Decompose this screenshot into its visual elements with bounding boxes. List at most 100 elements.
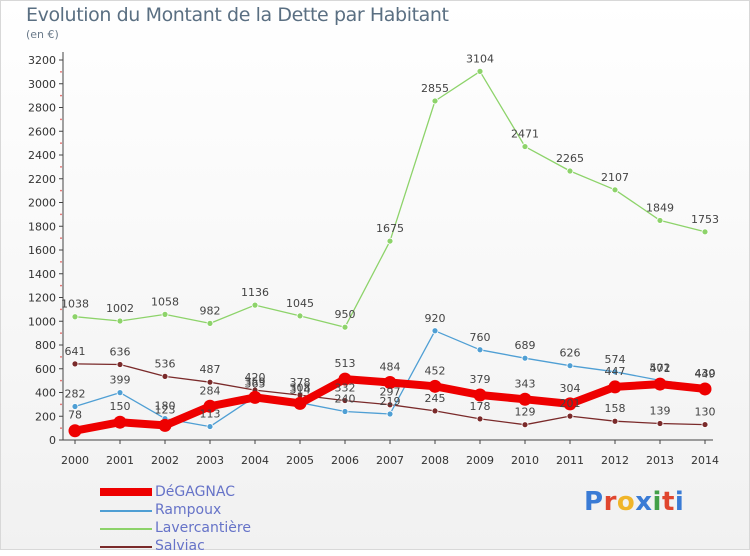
data-point-rampoux xyxy=(611,368,619,376)
y-minor-dot xyxy=(60,308,62,311)
data-point-salviac xyxy=(521,421,529,429)
data-point-lavercantiere xyxy=(71,313,79,321)
y-tick-label: 1400 xyxy=(28,268,56,281)
x-tick-label: 2006 xyxy=(331,454,359,467)
data-point-degagnac xyxy=(158,418,172,432)
data-label-lavercantiere: 2265 xyxy=(556,152,584,165)
legend-swatch-lavercantiere xyxy=(100,528,152,530)
y-minor-dot xyxy=(60,118,62,121)
data-label-degagnac: 452 xyxy=(425,364,446,377)
data-point-lavercantiere xyxy=(206,319,214,327)
data-label-lavercantiere: 1045 xyxy=(286,297,314,310)
legend: DéGAGNAC Rampoux Lavercantière Salviac xyxy=(100,484,360,556)
y-tick-label: 2600 xyxy=(28,125,56,138)
data-label-lavercantiere: 1675 xyxy=(376,222,404,235)
x-tick-label: 2001 xyxy=(106,454,134,467)
y-minor-dot xyxy=(60,237,62,240)
data-point-lavercantiere xyxy=(701,228,709,236)
data-point-lavercantiere xyxy=(116,317,124,325)
legend-label-degagnac: DéGAGNAC xyxy=(155,484,236,500)
data-point-salviac xyxy=(206,378,214,386)
legend-swatch-salviac xyxy=(100,546,152,548)
data-point-degagnac xyxy=(68,424,82,438)
legend-label-salviac: Salviac xyxy=(155,538,205,554)
x-tick-label: 2012 xyxy=(601,454,629,467)
data-label-salviac: 536 xyxy=(155,357,176,370)
data-label-salviac: 178 xyxy=(470,400,491,413)
data-point-degagnac xyxy=(473,388,487,402)
y-tick-label: 600 xyxy=(35,363,56,376)
data-label-salviac: 158 xyxy=(605,402,626,415)
data-label-lavercantiere: 982 xyxy=(200,304,221,317)
data-point-salviac xyxy=(116,361,124,368)
data-label-rampoux: 502 xyxy=(650,361,671,374)
y-tick-label: 2200 xyxy=(28,173,56,186)
data-label-degagnac: 379 xyxy=(470,373,491,386)
data-label-lavercantiere: 1849 xyxy=(646,201,674,214)
data-point-lavercantiere xyxy=(431,97,439,105)
legend-swatch-degagnac xyxy=(100,488,152,496)
data-point-degagnac xyxy=(563,397,577,411)
y-minor-dot xyxy=(60,70,62,73)
data-label-lavercantiere: 3104 xyxy=(466,52,494,65)
data-label-rampoux: 399 xyxy=(110,374,131,387)
data-label-degagnac: 513 xyxy=(335,357,356,370)
logo-letter: t xyxy=(661,487,675,517)
data-point-degagnac xyxy=(383,376,397,390)
y-minor-dot xyxy=(60,189,62,192)
x-tick-label: 2010 xyxy=(511,454,539,467)
y-minor-dot xyxy=(60,427,62,430)
data-label-degagnac: 359 xyxy=(245,375,266,388)
x-tick-label: 2014 xyxy=(691,454,719,467)
data-point-salviac xyxy=(476,415,484,423)
data-label-degagnac: 78 xyxy=(68,409,82,422)
data-label-salviac: 201 xyxy=(560,397,581,410)
data-point-salviac xyxy=(161,372,169,380)
data-label-lavercantiere: 1038 xyxy=(61,298,89,311)
legend-label-rampoux: Rampoux xyxy=(155,502,222,518)
data-point-salviac xyxy=(611,417,619,425)
data-point-salviac xyxy=(701,421,709,428)
y-minor-dot xyxy=(60,355,62,358)
data-label-degagnac: 123 xyxy=(155,403,176,416)
data-point-salviac xyxy=(71,360,79,368)
series-line-lavercantiere xyxy=(74,70,706,328)
data-point-lavercantiere xyxy=(161,310,169,318)
y-minor-dot xyxy=(60,213,62,216)
legend-item-salviac: Salviac xyxy=(100,538,360,556)
y-minor-dot xyxy=(60,142,62,145)
data-label-salviac: 636 xyxy=(110,345,131,358)
data-point-salviac xyxy=(341,397,349,404)
data-point-lavercantiere xyxy=(656,217,664,224)
y-tick-label: 1200 xyxy=(28,292,56,305)
y-tick-label: 0 xyxy=(49,434,56,447)
y-tick-label: 2000 xyxy=(28,197,56,210)
x-tick-label: 2009 xyxy=(466,454,494,467)
y-minor-dot xyxy=(60,332,62,335)
data-label-rampoux: 574 xyxy=(605,353,626,366)
series-salviac xyxy=(71,360,709,429)
data-point-lavercantiere xyxy=(566,167,574,175)
legend-swatch-rampoux xyxy=(100,510,152,512)
data-point-degagnac xyxy=(293,396,307,410)
x-tick-label: 2008 xyxy=(421,454,449,467)
y-tick-label: 1000 xyxy=(28,315,56,328)
x-tick-label: 2002 xyxy=(151,454,179,467)
data-label-degagnac: 304 xyxy=(560,382,581,395)
data-point-degagnac xyxy=(338,372,352,386)
x-tick-label: 2011 xyxy=(556,454,584,467)
data-label-salviac: 487 xyxy=(200,363,221,376)
data-point-degagnac xyxy=(518,392,532,406)
data-point-lavercantiere xyxy=(251,301,259,309)
data-point-degagnac xyxy=(653,377,667,391)
y-minor-dot xyxy=(60,165,62,168)
legend-item-lavercantiere: Lavercantière xyxy=(100,520,360,538)
data-label-lavercantiere: 1002 xyxy=(106,302,134,315)
data-label-rampoux: 626 xyxy=(560,347,581,360)
y-minor-dot xyxy=(60,379,62,382)
data-point-degagnac xyxy=(698,382,712,396)
data-label-lavercantiere: 2471 xyxy=(511,128,539,141)
data-label-rampoux: 180 xyxy=(155,400,176,413)
y-tick-label: 800 xyxy=(35,339,56,352)
y-tick-label: 1600 xyxy=(28,244,56,257)
